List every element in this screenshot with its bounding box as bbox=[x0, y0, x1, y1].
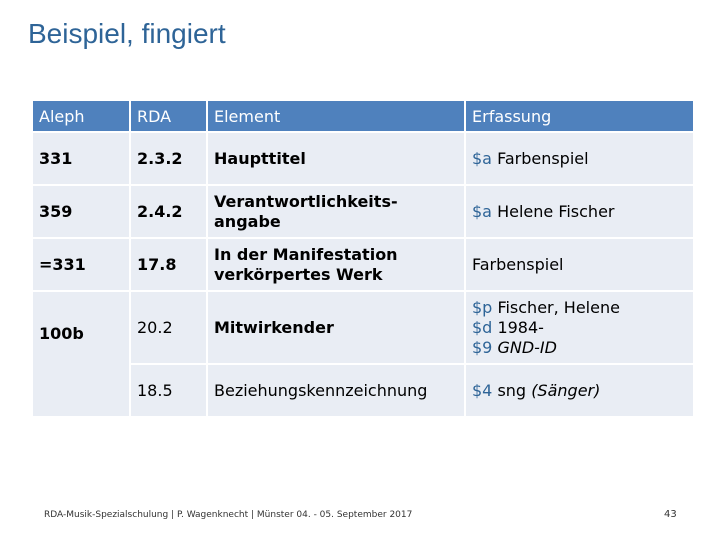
cell-aleph: 100b bbox=[33, 292, 129, 416]
footer-text: RDA-Musik-Spezialschulung | P. Wagenknec… bbox=[44, 510, 413, 520]
subfield-value: Helene Fischer bbox=[497, 201, 615, 221]
cell-erfassung: $4 sng (Sänger) bbox=[466, 365, 693, 416]
cell-erfassung: Farbenspiel bbox=[466, 239, 693, 290]
subfield-code: $a bbox=[472, 148, 492, 168]
subfield-line: $p Fischer, Helene bbox=[472, 298, 687, 318]
cell-element: Haupttitel bbox=[208, 133, 464, 184]
table-row: 18.5 Beziehungskennzeichnung $4 sng (Sän… bbox=[33, 365, 693, 416]
cell-rda: 20.2 bbox=[131, 292, 206, 363]
subfield-value: GND-ID bbox=[497, 337, 557, 357]
cell-aleph: 331 bbox=[33, 133, 129, 184]
subfield-code: $p bbox=[472, 297, 493, 317]
mapping-table: Aleph RDA Element Erfassung 331 2.3.2 Ha… bbox=[31, 99, 695, 418]
header-rda: RDA bbox=[131, 101, 206, 131]
page-number: 43 bbox=[664, 509, 677, 520]
slide-title: Beispiel, fingiert bbox=[28, 18, 226, 49]
subfield-value: Farbenspiel bbox=[497, 148, 589, 168]
subfield-code: $a bbox=[472, 201, 492, 221]
cell-erfassung: $a Helene Fischer bbox=[466, 186, 693, 237]
subfield-line: $d 1984- bbox=[472, 318, 687, 338]
cell-element: Mitwirkender bbox=[208, 292, 464, 363]
table-row: 100b 20.2 Mitwirkender $p Fischer, Helen… bbox=[33, 292, 693, 416]
cell-aleph: 359 bbox=[33, 186, 129, 237]
subfield-note: (Sänger) bbox=[531, 380, 601, 400]
table-row: 359 2.4.2 Verantwortlichkeits- angabe $a… bbox=[33, 186, 693, 237]
cell-element: Verantwortlichkeits- angabe bbox=[208, 186, 464, 237]
subfield-code: $4 bbox=[472, 380, 493, 400]
table-header-row: Aleph RDA Element Erfassung bbox=[33, 101, 693, 131]
cell-rda: 2.3.2 bbox=[131, 133, 206, 184]
cell-rda: 17.8 bbox=[131, 239, 206, 290]
header-aleph: Aleph bbox=[33, 101, 129, 131]
header-element: Element bbox=[208, 101, 464, 131]
subfield-value: Farbenspiel bbox=[472, 254, 564, 274]
subfield-line: $9 GND-ID bbox=[472, 338, 687, 358]
table-row: =331 17.8 In der Manifestation verkörper… bbox=[33, 239, 693, 290]
cell-erfassung: $p Fischer, Helene $d 1984- $9 GND-ID bbox=[466, 292, 693, 363]
subfield-code: $d bbox=[472, 317, 493, 337]
subfield-value: Fischer, Helene bbox=[497, 297, 620, 317]
cell-rda: 18.5 bbox=[131, 365, 206, 416]
cell-element: Beziehungskennzeichnung bbox=[208, 365, 464, 416]
cell-rda: 2.4.2 bbox=[131, 186, 206, 237]
subfield-value: 1984- bbox=[497, 317, 544, 337]
subfield-code: $9 bbox=[472, 337, 493, 357]
cell-element: In der Manifestation verkörpertes Werk bbox=[208, 239, 464, 290]
table-row: 331 2.3.2 Haupttitel $a Farbenspiel bbox=[33, 133, 693, 184]
cell-aleph: =331 bbox=[33, 239, 129, 290]
header-erfassung: Erfassung bbox=[466, 101, 693, 131]
subfield-value: sng bbox=[497, 380, 527, 400]
cell-erfassung: $a Farbenspiel bbox=[466, 133, 693, 184]
